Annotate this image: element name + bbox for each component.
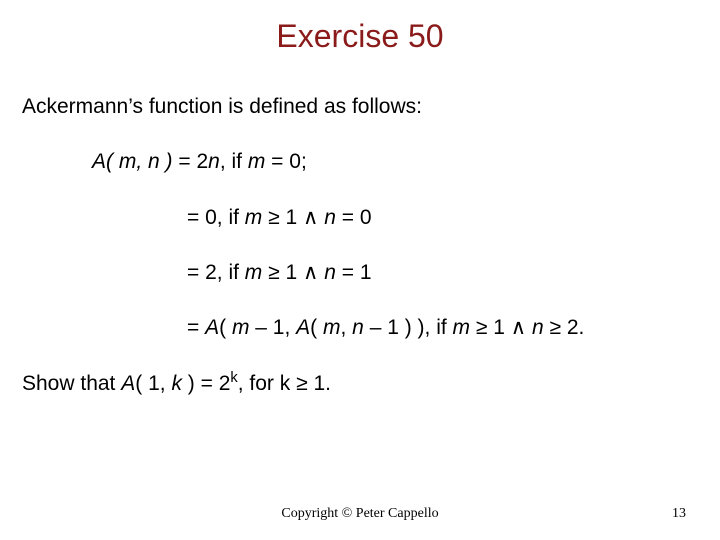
copyright-text: Copyright © Peter Cappello [0, 506, 720, 522]
page-number: 13 [672, 506, 686, 522]
intro-text: Ackermann’s function is defined as follo… [22, 93, 698, 120]
page-title: Exercise 50 [0, 0, 720, 65]
footer: Copyright © Peter Cappello 13 [0, 506, 720, 522]
def-line-2: = 0, if m ≥ 1 ∧ n = 0 [92, 204, 698, 231]
def-line-1: A( m, n ) = 2n, if m = 0; [92, 148, 698, 175]
show-statement: Show that A( 1, k ) = 2k, for k ≥ 1. [22, 369, 698, 397]
def-line-4: = A( m – 1, A( m, n – 1 ) ), if m ≥ 1 ∧ … [92, 314, 698, 341]
content-area: Ackermann’s function is defined as follo… [0, 65, 720, 398]
def-line-3: = 2, if m ≥ 1 ∧ n = 1 [92, 259, 698, 286]
definition-block: A( m, n ) = 2n, if m = 0; = 0, if m ≥ 1 … [22, 148, 698, 341]
